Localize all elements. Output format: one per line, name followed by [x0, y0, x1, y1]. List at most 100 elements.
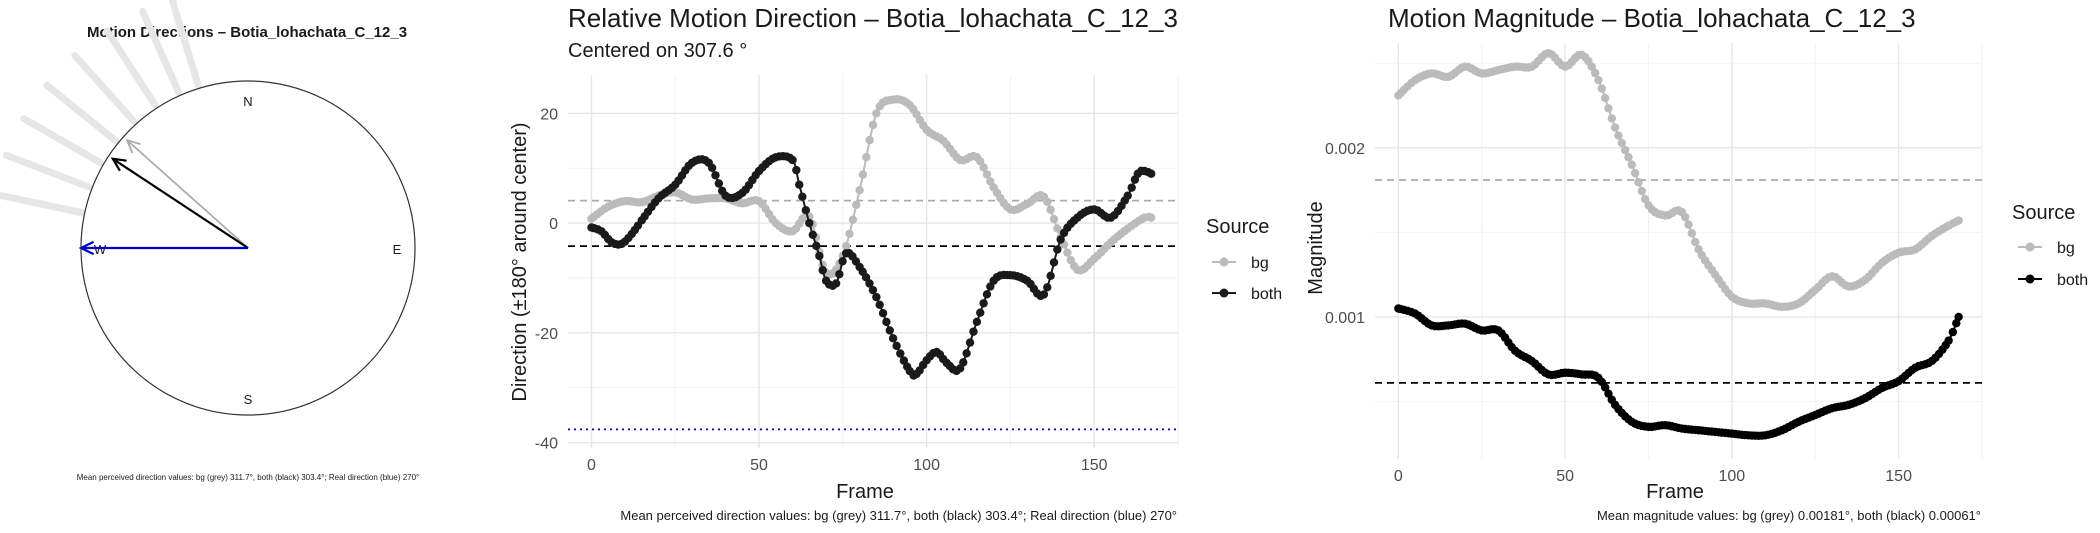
magnitude-chart: Motion Magnitude – Botia_lohachata_C_12_…	[1305, 3, 2088, 523]
data-point-bg	[979, 163, 988, 172]
data-point-both	[1043, 283, 1052, 292]
compass-caption: Mean perceived direction values: bg (gre…	[77, 473, 420, 482]
x-tick-label: 150	[1885, 468, 1912, 485]
data-point-bg	[1600, 93, 1610, 103]
data-point-bg	[1634, 178, 1643, 187]
data-point-both	[868, 285, 878, 295]
data-point-both	[711, 171, 720, 180]
data-point-both	[1046, 271, 1055, 281]
data-point-bg	[1630, 168, 1640, 178]
compass-trail-line	[43, 81, 120, 145]
data-point-both	[818, 266, 827, 275]
data-point-both	[808, 230, 817, 239]
compass-arrow-both	[112, 157, 249, 249]
data-point-bg	[1587, 62, 1596, 71]
magnitude-legend-title: Source	[2012, 202, 2075, 224]
direction-x-ticks: 0 50 100 150	[587, 457, 1108, 474]
direction-legend-bg-label: bg	[1251, 255, 1269, 272]
data-point-bg	[1607, 114, 1616, 123]
data-point-both	[1053, 245, 1062, 254]
compass-arrows	[78, 138, 249, 256]
x-tick-label: 0	[587, 457, 596, 474]
magnitude-series	[1394, 48, 1963, 440]
data-point-bg	[1594, 76, 1603, 85]
magnitude-y-ticks: 0.001 0.002	[1325, 141, 1365, 327]
data-point-bg	[1620, 145, 1630, 155]
magnitude-grid	[1375, 43, 1983, 459]
direction-chart-subtitle: Centered on 307.6 °	[568, 40, 747, 62]
data-point-both	[1948, 327, 1958, 337]
data-point-both	[882, 317, 891, 327]
direction-legend-title: Source	[1206, 216, 1269, 238]
data-point-bg	[1684, 220, 1693, 229]
direction-chart-title: Relative Motion Direction – Botia_lohach…	[568, 3, 1178, 33]
direction-legend-bg-marker	[1219, 257, 1229, 267]
compass-trail-line	[103, 27, 159, 109]
compass-trail-line	[0, 191, 85, 217]
data-point-bg	[1637, 186, 1647, 196]
data-point-bg	[1046, 205, 1055, 214]
compass-label-e: E	[393, 242, 402, 257]
compass-arrowhead-bg	[125, 138, 141, 154]
compass-trail-line	[20, 115, 104, 167]
compass-arrow-bg	[126, 139, 249, 249]
data-point-bg	[862, 153, 871, 162]
direction-caption: Mean perceived direction values: bg (gre…	[620, 508, 1177, 523]
data-point-bg	[855, 185, 864, 195]
data-point-bg	[1590, 68, 1600, 78]
magnitude-legend: Source bg both	[2012, 202, 2088, 289]
data-point-both	[1944, 336, 1953, 345]
y-tick-label: 0	[549, 216, 558, 233]
magnitude-legend-both-marker	[2025, 274, 2035, 284]
compass-label-w: W	[94, 242, 107, 257]
data-point-both	[976, 308, 985, 317]
compass-trails	[0, 0, 202, 217]
y-tick-label: 20	[540, 106, 558, 123]
data-point-both	[972, 317, 982, 327]
direction-legend-both-marker	[1219, 288, 1229, 298]
magnitude-legend-bg-marker	[2025, 242, 2035, 252]
data-point-both	[795, 180, 804, 189]
data-point-both	[865, 279, 874, 288]
data-point-both	[838, 257, 847, 266]
data-point-both	[835, 269, 844, 279]
data-point-bg	[1146, 213, 1156, 222]
data-point-both	[798, 192, 807, 201]
x-tick-label: 0	[1394, 468, 1403, 485]
compass-trail-line	[2, 151, 93, 191]
data-point-both	[965, 338, 975, 347]
data-point-bg	[1610, 123, 1620, 132]
data-point-bg	[841, 241, 851, 251]
data-point-both	[878, 309, 888, 318]
data-point-bg	[852, 200, 861, 210]
data-point-both	[1039, 290, 1049, 299]
data-point-both	[959, 358, 968, 367]
magnitude-x-ticks: 0 50 100 150	[1394, 468, 1912, 485]
direction-reference-lines	[568, 199, 1178, 431]
data-point-bg	[872, 109, 881, 118]
compass-plot: Motion Directions – Botia_lohachata_C_12…	[0, 0, 420, 482]
direction-legend-both-label: both	[1251, 286, 1282, 303]
data-point-both	[815, 251, 824, 261]
magnitude-legend-both-label: both	[2057, 272, 2088, 289]
data-point-both	[888, 334, 898, 343]
data-point-both	[969, 327, 978, 336]
direction-grid	[568, 75, 1179, 448]
direction-panel: Relative Motion Direction – Botia_lohach…	[490, 0, 1300, 533]
data-point-bg	[1627, 160, 1637, 169]
data-point-bg	[1043, 197, 1052, 207]
compass-panel: Motion Directions – Botia_lohachata_C_12…	[0, 0, 490, 533]
data-point-bg	[1053, 224, 1062, 233]
data-point-both	[979, 299, 988, 308]
magnitude-chart-title: Motion Magnitude – Botia_lohachata_C_12_…	[1388, 3, 1916, 33]
x-tick-label: 150	[1081, 457, 1108, 474]
data-point-both	[707, 163, 717, 173]
data-point-bg	[1049, 214, 1059, 224]
data-point-both	[875, 300, 884, 310]
x-tick-label: 50	[1556, 468, 1574, 485]
data-point-both	[1127, 183, 1136, 192]
data-point-both	[792, 165, 801, 175]
data-point-bg	[1063, 248, 1072, 257]
data-point-bg	[1954, 216, 1963, 225]
data-point-bg	[1687, 229, 1697, 238]
